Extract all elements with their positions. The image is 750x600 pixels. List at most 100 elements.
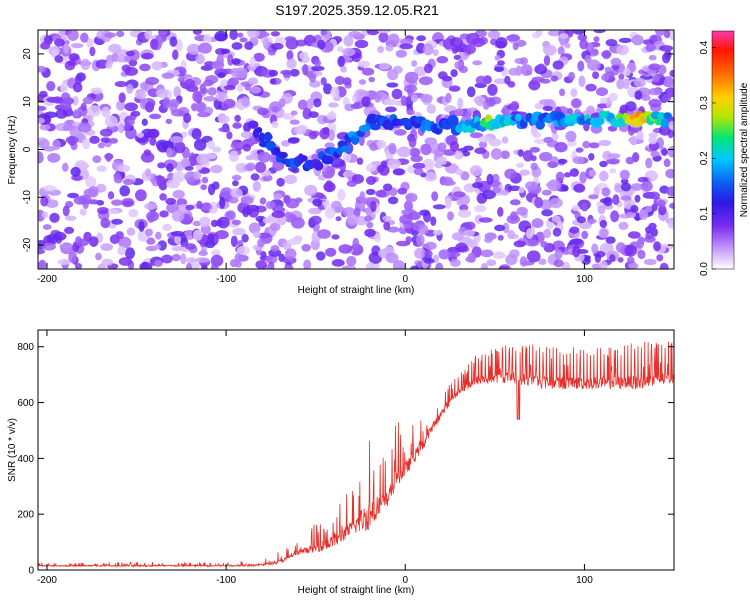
heatmap-cell [130, 110, 141, 117]
heatmap-cell [323, 83, 333, 95]
heatmap-cell [588, 169, 597, 177]
heatmap-cell [636, 130, 644, 140]
heatmap-cell [463, 145, 474, 151]
heatmap-cell [42, 224, 52, 230]
heatmap-cell [244, 41, 254, 50]
heatmap-cell [539, 78, 551, 84]
heatmap-cell [117, 245, 126, 256]
heatmap-cell [435, 262, 444, 269]
heatmap-cell [537, 63, 546, 72]
heatmap-cell [618, 221, 629, 230]
heatmap-cell [167, 172, 175, 181]
heatmap-cell [43, 111, 58, 119]
heatmap-cell [324, 142, 335, 149]
heatmap-cell [324, 207, 336, 219]
heatmap-cell [104, 115, 118, 128]
heatmap-cell [525, 239, 540, 247]
heatmap-cell [458, 65, 468, 74]
y-tick-label: 800 [17, 342, 34, 353]
heatmap-cell [610, 210, 620, 223]
heatmap-cell [140, 151, 155, 163]
heatmap-cell [457, 97, 464, 110]
heatmap-cell [361, 67, 375, 76]
heatmap-cell [647, 191, 660, 200]
heatmap-cell [486, 259, 497, 267]
heatmap-cell [436, 56, 449, 64]
y-tick-label: 0 [28, 566, 34, 577]
heatmap-cell [67, 30, 79, 41]
heatmap-cell [162, 223, 172, 231]
heatmap-cell [304, 184, 318, 197]
heatmap-cell [211, 249, 221, 257]
heatmap-cell [157, 162, 166, 169]
heatmap-cell [554, 142, 568, 153]
heatmap-cell [605, 39, 618, 47]
heatmap-cell [301, 244, 312, 252]
heatmap-cell [308, 111, 319, 118]
heatmap-cell [220, 187, 233, 199]
heatmap-cell [107, 191, 115, 200]
heatmap-cell [475, 75, 487, 85]
heatmap-cell [144, 202, 158, 210]
heatmap-cell [639, 209, 649, 221]
heatmap-cell [232, 122, 242, 129]
heatmap-cell [517, 149, 524, 157]
heatmap-cell [257, 151, 271, 163]
heatmap-cell [506, 34, 520, 42]
heatmap-cell [218, 127, 230, 133]
heatmap-cell [352, 237, 360, 250]
heatmap-cell [342, 265, 356, 269]
heatmap-cell [667, 146, 674, 158]
heatmap-cell [504, 168, 517, 180]
heatmap-cell [581, 203, 588, 210]
heatmap-cell [82, 138, 91, 150]
heatmap-cell [117, 123, 125, 134]
x-tick-label: -100 [216, 274, 236, 285]
heatmap-cell [73, 82, 83, 93]
heatmap-cell [497, 206, 504, 217]
heatmap-cell [559, 88, 566, 97]
heatmap-cell [399, 214, 413, 225]
heatmap-cell [572, 245, 581, 258]
heatmap-cell [308, 207, 317, 214]
heatmap-cell [100, 217, 111, 229]
heatmap-cell [365, 163, 377, 172]
heatmap-cell [306, 98, 314, 110]
heatmap-cell [141, 52, 154, 60]
heatmap-cell [145, 77, 160, 85]
heatmap-cell [604, 66, 613, 73]
heatmap-cell [531, 218, 544, 229]
heatmap-cell [454, 150, 464, 160]
heatmap-cell [170, 109, 185, 117]
heatmap-cell [474, 204, 487, 213]
heatmap-cell [68, 251, 77, 263]
heatmap-cell [272, 160, 285, 171]
colorbar-tick-label: 0.2 [699, 151, 710, 165]
heatmap-cell [456, 199, 465, 206]
heatmap-cell [478, 140, 488, 149]
colorbar-ticks: 0.0 0.1 0.2 0.3 0.4 [699, 40, 716, 276]
heatmap-cell [96, 165, 107, 172]
heatmap-cell [667, 219, 674, 229]
heatmap-cell [399, 43, 414, 50]
heatmap-cell [484, 237, 493, 243]
heatmap-cell [121, 197, 135, 208]
heatmap-cell [269, 78, 277, 85]
heatmap-cell [156, 174, 163, 187]
heatmap-cell [599, 170, 609, 182]
heatmap-cell [551, 132, 559, 141]
heatmap-cell [270, 31, 280, 37]
heatmap-cell [575, 147, 584, 153]
heatmap-cell [350, 103, 364, 109]
heatmap-ridge-cell [366, 113, 379, 125]
heatmap-cell [200, 184, 207, 191]
heatmap-cell [640, 95, 651, 101]
heatmap-cell [312, 198, 323, 207]
heatmap-cell [62, 162, 69, 172]
y-tick-label: 10 [22, 96, 33, 108]
heatmap-cell [283, 265, 294, 269]
heatmap-cell [255, 260, 267, 269]
heatmap-cell [250, 173, 260, 181]
heatmap-cell [643, 258, 657, 266]
heatmap-cell [219, 197, 226, 209]
